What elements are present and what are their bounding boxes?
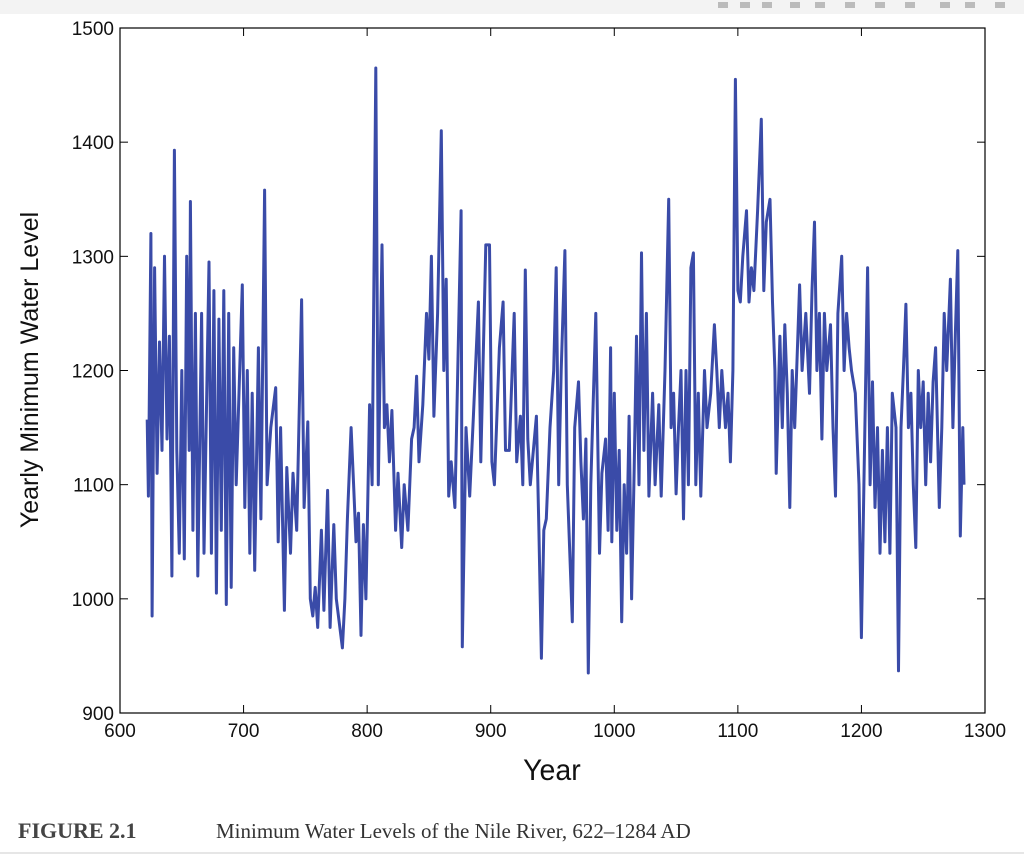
toolbar [0,0,1024,14]
y-tick-label: 900 [82,704,114,725]
y-axis-label: Yearly Minimum Water Level [16,212,44,528]
y-tick-label: 1400 [72,133,114,154]
x-tick-label: 1000 [593,721,635,742]
x-tick-label: 900 [475,721,507,742]
x-tick-label: 1300 [964,721,1006,742]
x-tick-label: 1200 [840,721,882,742]
data-line [145,66,966,675]
x-tick-label: 1100 [717,721,758,742]
toolbar-icons [718,2,1005,8]
x-tick-label: 800 [351,721,383,742]
x-tick-label: 700 [228,721,260,742]
x-axis-label: Year [523,754,581,787]
y-tick-label: 1200 [72,362,114,383]
caption-label: FIGURE 2.1 [18,818,137,843]
caption-text: Minimum Water Levels of the Nile River, … [216,819,691,843]
y-tick-label: 1500 [72,19,114,40]
y-tick-label: 1000 [72,590,114,611]
y-tick-label: 1100 [73,476,114,497]
y-tick-label: 1300 [72,247,114,268]
x-tick-label: 600 [104,721,136,742]
